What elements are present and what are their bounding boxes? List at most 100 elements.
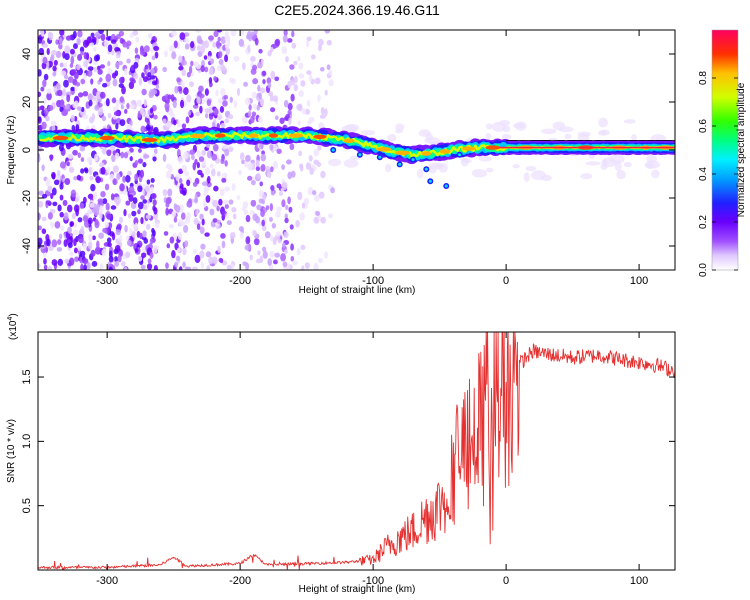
noise-speck	[138, 77, 143, 86]
noise-speck	[255, 258, 262, 264]
noise-speck	[255, 215, 261, 224]
noise-speck	[177, 155, 184, 164]
noise-speck	[501, 133, 512, 141]
noise-speck	[223, 199, 229, 205]
noise-speck	[173, 216, 178, 223]
noise-speck	[283, 30, 288, 37]
noise-speck	[196, 162, 201, 169]
noise-speck	[252, 230, 257, 237]
noise-speck	[196, 96, 201, 104]
ridge-blob-core	[331, 148, 335, 152]
noise-speck	[224, 203, 229, 210]
noise-speck	[267, 50, 272, 57]
noise-speck	[51, 239, 58, 248]
noise-speck	[242, 62, 246, 71]
noise-speck	[108, 255, 114, 263]
noise-speck	[343, 158, 359, 168]
noise-speck	[306, 36, 312, 42]
noise-speck	[87, 209, 92, 215]
noise-speck	[171, 30, 177, 37]
noise-speck	[178, 65, 184, 71]
noise-speck	[51, 187, 57, 196]
noise-speck	[38, 201, 44, 208]
noise-speck	[330, 187, 335, 194]
noise-speck	[64, 45, 71, 54]
noise-speck	[282, 34, 288, 43]
noise-speck	[119, 119, 126, 127]
ridge-hotspot	[343, 138, 355, 144]
noise-speck	[136, 101, 143, 107]
noise-speck	[87, 217, 93, 225]
noise-speck	[245, 262, 250, 270]
noise-speck	[72, 30, 77, 39]
noise-speck	[171, 210, 177, 218]
noise-speck	[66, 204, 73, 213]
noise-speck	[266, 77, 272, 85]
noise-speck	[485, 167, 494, 173]
noise-speck	[203, 188, 208, 197]
noise-speck	[319, 114, 326, 119]
noise-speck	[98, 30, 104, 35]
noise-speck	[425, 133, 434, 142]
noise-speck	[42, 79, 47, 88]
noise-speck	[212, 41, 217, 48]
colorbar-gradient	[712, 30, 738, 270]
ridge-hotspot	[190, 133, 206, 139]
noise-speck	[76, 64, 81, 71]
noise-speck	[471, 168, 488, 178]
noise-speck	[58, 143, 64, 152]
noise-speck	[262, 250, 268, 259]
noise-speck	[49, 154, 53, 162]
noise-speck	[68, 166, 75, 173]
noise-speck	[147, 71, 152, 78]
noise-speck	[125, 235, 130, 240]
noise-speck	[395, 123, 405, 131]
noise-speck	[88, 233, 93, 242]
svg-text:(x104): (x104)	[7, 313, 19, 340]
noise-speck	[94, 104, 99, 111]
noise-speck	[245, 214, 251, 223]
noise-speck	[134, 173, 139, 182]
noise-speck	[189, 149, 196, 156]
noise-speck	[438, 162, 448, 173]
noise-speck	[111, 97, 117, 104]
noise-speck	[127, 170, 132, 176]
noise-speck	[173, 119, 177, 126]
noise-speck	[114, 244, 121, 252]
noise-speck	[249, 210, 255, 215]
noise-speck	[167, 188, 173, 197]
noise-speck	[485, 133, 492, 140]
noise-speck	[63, 79, 69, 88]
noise-speck	[115, 34, 121, 40]
noise-speck	[183, 224, 189, 233]
noise-speck	[271, 222, 276, 229]
noise-speck	[107, 67, 113, 76]
noise-speck	[208, 77, 213, 84]
noise-speck	[249, 254, 253, 261]
noise-speck	[41, 193, 48, 199]
noise-speck	[69, 250, 74, 257]
noise-speck	[141, 188, 145, 197]
noise-speck	[229, 232, 236, 239]
noise-speck	[90, 78, 94, 85]
noise-speck	[255, 159, 260, 167]
noise-speck	[267, 82, 272, 89]
noise-speck	[206, 150, 212, 159]
ridge-blob-core	[424, 167, 428, 171]
noise-speck	[188, 81, 195, 88]
noise-speck	[221, 260, 228, 266]
noise-speck	[59, 182, 64, 190]
noise-speck	[213, 185, 219, 192]
noise-speck	[315, 210, 320, 217]
noise-speck	[97, 107, 104, 116]
noise-speck	[171, 250, 176, 259]
noise-speck	[293, 83, 299, 92]
noise-speck	[60, 225, 65, 231]
noise-speck	[284, 217, 289, 224]
noise-speck	[224, 118, 230, 124]
noise-speck	[174, 85, 179, 94]
noise-speck	[209, 163, 214, 169]
noise-speck	[146, 118, 150, 126]
noise-speck	[320, 106, 325, 115]
noise-speck	[324, 30, 331, 34]
